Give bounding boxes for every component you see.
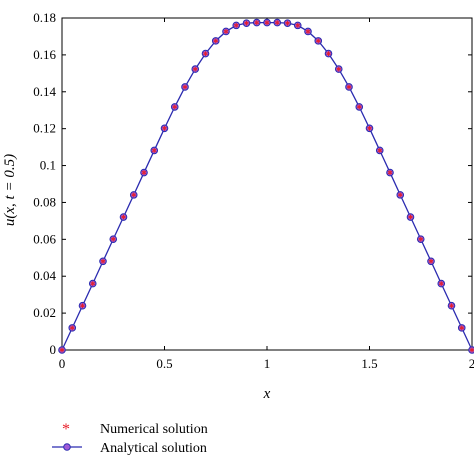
numerical-point: [428, 258, 434, 264]
numerical-point: [469, 347, 474, 353]
numerical-point: [121, 214, 126, 220]
numerical-point: [182, 84, 188, 90]
x-tick-label: 0: [59, 356, 66, 371]
analytical-solution-line: [61, 21, 473, 351]
numerical-point: [162, 125, 167, 131]
x-axis-label: x: [263, 386, 271, 402]
x-tick-label: 1.5: [361, 356, 377, 371]
y-tick-label: 0.1: [40, 158, 56, 173]
y-tick-label: 0.04: [33, 268, 56, 283]
asterisk-icon: *: [62, 421, 70, 438]
numerical-point: [264, 20, 270, 26]
numerical-point: [295, 22, 301, 28]
circle-marker-icon: [63, 443, 71, 451]
numerical-point: [192, 66, 198, 72]
numerical-point: [151, 148, 157, 153]
numerical-point: [377, 148, 383, 153]
numerical-point: [59, 347, 65, 353]
y-tick-label: 0: [50, 342, 57, 357]
numerical-point: [110, 236, 116, 242]
numerical-point: [254, 20, 260, 26]
legend: * Numerical solution Analytical solution: [52, 421, 208, 456]
numerical-point: [80, 303, 85, 309]
y-tick-label: 0.08: [33, 194, 56, 209]
numerical-point: [100, 258, 106, 264]
numerical-point: [449, 303, 454, 309]
numerical-point: [326, 51, 331, 56]
numerical-point: [203, 51, 208, 56]
numerical-point: [418, 236, 424, 242]
plot-frame: [61, 17, 473, 351]
numerical-point: [336, 66, 342, 72]
numerical-point: [223, 29, 229, 34]
numerical-point: [274, 20, 280, 26]
x-tick-label: 1: [264, 356, 271, 371]
numerical-point: [408, 214, 413, 220]
x-tick-label: 0.5: [156, 356, 172, 371]
y-tick-label: 0.14: [33, 84, 56, 99]
legend-item-analytical: Analytical solution: [52, 441, 207, 456]
numerical-point: [305, 29, 311, 34]
numerical-point: [244, 20, 249, 26]
numerical-point: [397, 192, 403, 198]
numerical-point: [213, 38, 219, 44]
legend-label-numerical: Numerical solution: [100, 422, 208, 437]
y-tick-label: 0.06: [33, 231, 56, 246]
numerical-point: [172, 104, 178, 110]
y-tick-label: 0.16: [33, 47, 56, 62]
numerical-point: [459, 325, 465, 331]
numerical-point: [90, 281, 96, 286]
legend-item-numerical: * Numerical solution: [62, 421, 208, 438]
y-tick-label: 0.02: [33, 305, 56, 320]
numerical-point: [438, 281, 444, 286]
numerical-point: [69, 325, 75, 331]
numerical-point: [285, 20, 290, 26]
y-tick-label: 0.18: [33, 10, 56, 25]
legend-label-analytical: Analytical solution: [100, 441, 207, 456]
numerical-point: [356, 104, 362, 110]
numerical-point: [387, 170, 393, 175]
numerical-point: [346, 84, 352, 90]
numerical-point: [131, 192, 137, 198]
numerical-point: [315, 38, 321, 44]
y-tick-label: 0.12: [33, 121, 56, 136]
numerical-point: [367, 125, 372, 131]
y-axis-label: u(x, t = 0.5): [2, 154, 18, 226]
numerical-point: [233, 22, 239, 28]
plot-area: 0 0.5 1 1.5 2 0 0.02 0.04 0.06 0.08 0.1 0.12 0.14 0.1…: [33, 10, 474, 371]
numerical-point: [141, 170, 147, 175]
x-tick-label: 2: [469, 356, 474, 371]
